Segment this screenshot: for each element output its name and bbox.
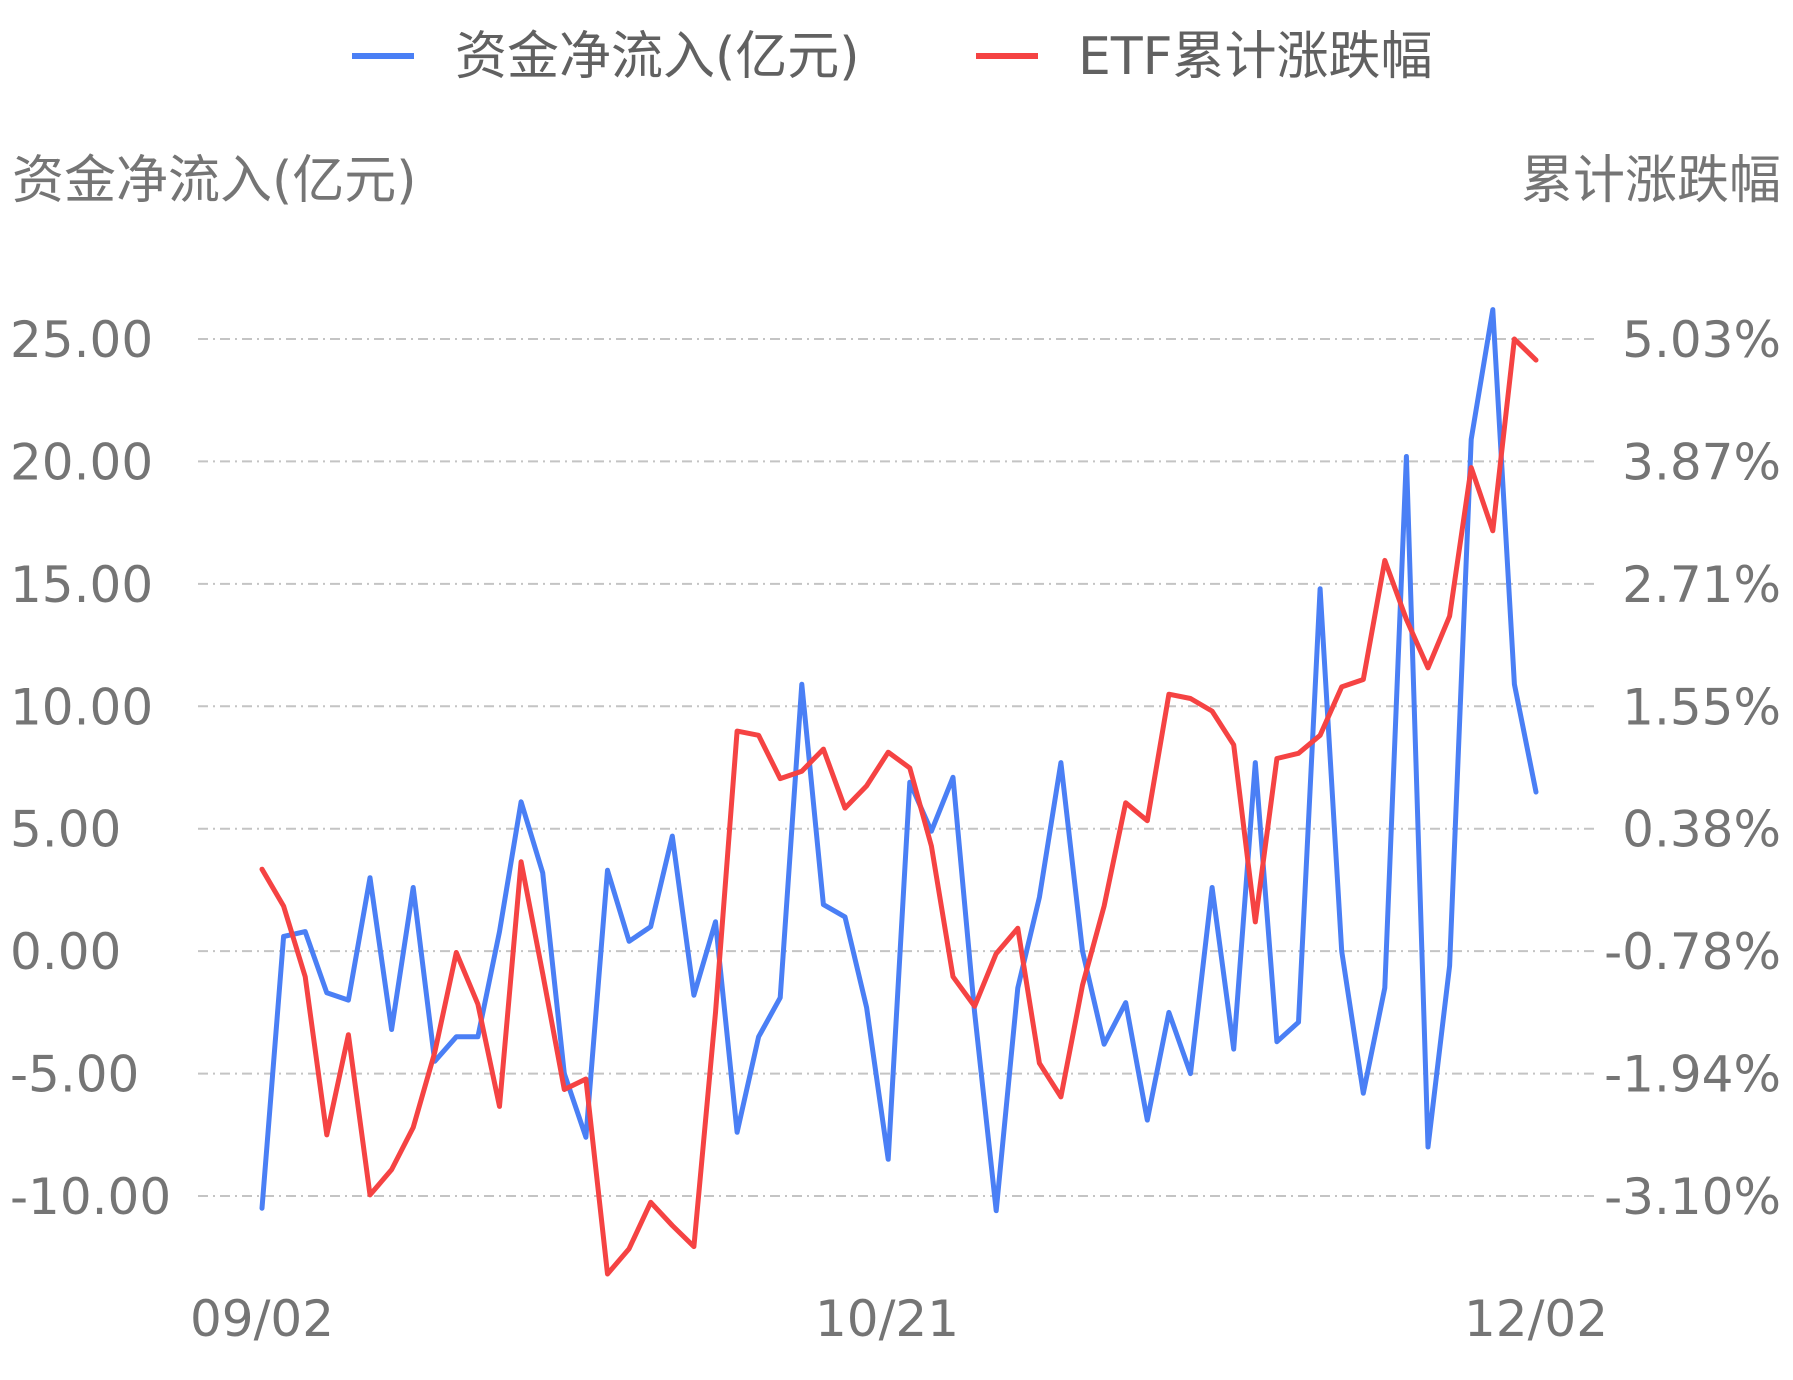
- x-tick-label: 09/02: [190, 1290, 334, 1348]
- right-tick-label: 3.87%: [1622, 433, 1781, 491]
- left-tick-label: 0.00: [10, 923, 121, 981]
- series-lines: [259, 307, 1539, 1277]
- right-tick-label: -3.10%: [1604, 1168, 1781, 1226]
- right-tick-label: -0.78%: [1604, 923, 1781, 981]
- x-tick-label: 10/21: [815, 1290, 959, 1348]
- right-axis-ticks: 5.03% 3.87% 2.71% 1.55% 0.38% -0.78% -1.94% -3.…: [1604, 311, 1781, 1226]
- right-tick-label: 5.03%: [1622, 311, 1781, 369]
- x-tick-label: 12/02: [1464, 1290, 1608, 1348]
- left-tick-label: 25.00: [10, 311, 153, 369]
- series-line-cumulative-change: [259, 336, 1539, 1277]
- right-tick-label: 2.71%: [1622, 556, 1781, 614]
- right-tick-label: 0.38%: [1622, 801, 1781, 859]
- left-tick-label: 5.00: [10, 801, 121, 859]
- left-tick-label: -5.00: [10, 1046, 139, 1104]
- left-axis-ticks: 25.00 20.00 15.00 10.00 5.00 0.00 -5.00 -10.00: [10, 311, 171, 1226]
- left-axis-title: 资金净流入(亿元): [12, 151, 417, 211]
- x-axis-ticks: 09/02 10/21 12/02: [190, 1290, 1608, 1348]
- left-tick-label: 20.00: [10, 433, 153, 491]
- left-tick-label: 15.00: [10, 556, 153, 614]
- left-tick-label: -10.00: [10, 1168, 171, 1226]
- right-tick-label: 1.55%: [1622, 678, 1781, 736]
- series-line-net-inflow: [259, 307, 1539, 1214]
- left-tick-label: 10.00: [10, 678, 153, 736]
- legend: 资金净流入(亿元) ETF累计涨跌幅: [352, 27, 1433, 87]
- right-axis-title: 累计涨跌幅: [1521, 151, 1781, 211]
- legend-label-0: 资金净流入(亿元): [455, 27, 860, 87]
- right-tick-label: -1.94%: [1604, 1046, 1781, 1104]
- gridlines: [198, 338, 1598, 1197]
- legend-label-1: ETF累计涨跌幅: [1078, 27, 1433, 87]
